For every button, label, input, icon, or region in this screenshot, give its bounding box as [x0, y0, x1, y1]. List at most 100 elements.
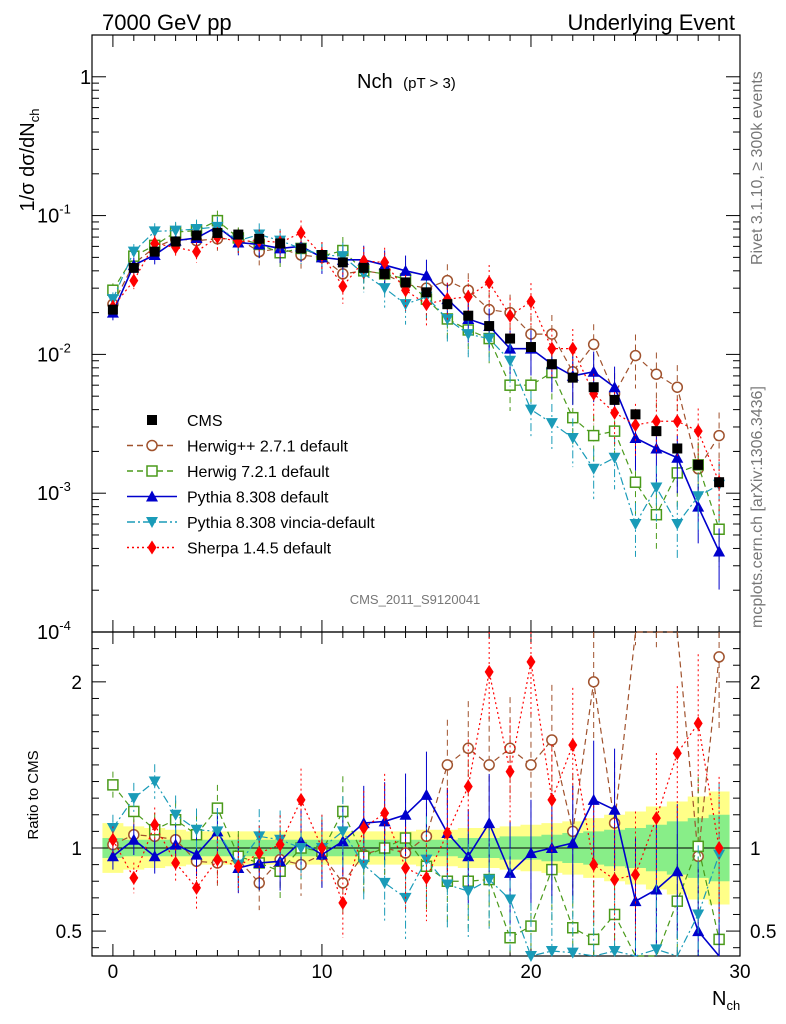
series-line: [112, 226, 720, 526]
ratio-point: [317, 841, 327, 855]
data-point: [442, 299, 453, 310]
data-point: [566, 432, 579, 444]
ratio-point: [378, 877, 391, 889]
ratio-point: [630, 867, 640, 882]
legend-marker: [146, 465, 158, 477]
ratio-point: [254, 845, 264, 860]
ratio-point: [441, 759, 454, 771]
data-point: [629, 476, 642, 488]
x-tick-label: 0: [108, 962, 119, 983]
ratio-point: [150, 817, 160, 832]
data-point: [650, 482, 663, 494]
ratio-point: [672, 746, 682, 761]
series-layer: [106, 210, 726, 962]
data-point: [525, 379, 537, 391]
data-point: [671, 381, 684, 393]
data-point: [421, 287, 432, 298]
data-point: [296, 243, 307, 254]
data-point: [421, 297, 431, 312]
data-point: [587, 365, 600, 377]
data-point: [693, 424, 703, 439]
chart-title-sub: (pT > 3): [403, 75, 456, 92]
series-line: [112, 219, 720, 530]
ratio-point: [713, 651, 725, 663]
legend-entry-5: Sherpa 1.4.5 default: [127, 540, 332, 558]
ratio-point: [545, 842, 558, 853]
data-point: [254, 233, 265, 244]
data-point: [672, 443, 683, 454]
ratio-frame: [91, 631, 741, 957]
x-axis-label-sub: ch: [726, 998, 740, 1013]
legend-entry-0: CMS: [147, 413, 223, 430]
ratio-point: [106, 850, 119, 862]
ratio-point: [525, 759, 537, 771]
legend-marker: [147, 415, 157, 425]
data-point: [169, 225, 182, 237]
data-point: [127, 246, 140, 258]
legend-marker: [146, 439, 158, 452]
ratio-y-tick-label-right: 2: [750, 673, 761, 694]
axes: 0 10 20 30 10-4 10-3 10-2 10-1 1 0.5 0.5 1 1 2 2: [37, 34, 776, 983]
legend-entry-4: Pythia 8.308 vincia-default: [127, 515, 375, 532]
data-point: [651, 426, 662, 437]
ratio-point: [505, 764, 515, 779]
data-point: [505, 333, 516, 344]
ratio-point: [545, 946, 558, 958]
ratio-point: [442, 826, 452, 841]
data-point: [400, 277, 411, 288]
data-point: [128, 262, 139, 273]
ratio-point: [148, 850, 161, 862]
data-point: [713, 429, 725, 442]
ratio-point: [192, 880, 202, 895]
side-label-bottom: mcplots.cern.ch [arXiv:1306.3436]: [749, 386, 766, 628]
chart-title-main: Nch: [357, 71, 393, 93]
legend-label: Pythia 8.308 default: [187, 490, 329, 507]
legend-label: Sherpa 1.4.5 default: [187, 541, 332, 558]
ratio-point: [127, 833, 140, 845]
legend-marker: [146, 490, 158, 502]
legend-marker: [147, 540, 157, 555]
data-point: [610, 405, 620, 420]
y-tick-label: 10-2: [37, 340, 71, 366]
data-point: [546, 328, 558, 340]
ratio-point: [129, 870, 139, 885]
ratio-point: [148, 776, 161, 788]
ratio-point: [526, 654, 536, 669]
ratio-point: [190, 848, 203, 860]
data-point: [672, 414, 682, 429]
x-tick-label: 30: [729, 962, 750, 983]
ratio-point: [107, 779, 119, 791]
data-point: [190, 224, 203, 236]
y-axis-label: 1/σ dσ/dNch: [17, 109, 42, 212]
ratio-point: [671, 865, 684, 877]
ratio-point: [610, 872, 620, 887]
ratio-point: [524, 846, 537, 858]
ratio-point: [106, 823, 119, 835]
ratio-point: [504, 894, 517, 906]
legend: CMS Herwig++ 2.7.1 default Herwig 7.2.1 de…: [127, 413, 375, 558]
legend-label: Herwig 7.2.1 default: [187, 464, 330, 481]
data-point: [338, 279, 348, 294]
ratio-point: [380, 806, 390, 821]
y-tick-label: 10-1: [37, 202, 71, 228]
data-point: [170, 236, 181, 247]
ratio-point: [504, 742, 516, 755]
ratio-point: [692, 909, 705, 921]
data-point: [713, 545, 726, 557]
ratio-point: [420, 788, 433, 800]
ratio-point: [336, 826, 349, 838]
ratio-point: [546, 734, 558, 746]
data-point: [463, 310, 474, 321]
ratio-point: [483, 817, 496, 829]
ratio-point: [211, 826, 224, 838]
data-point: [399, 264, 412, 276]
ratio-point: [566, 947, 579, 959]
ratio-point: [421, 870, 431, 885]
data-point: [588, 382, 599, 393]
data-point: [545, 418, 558, 430]
header-left: 7000 GeV pp: [102, 10, 232, 35]
x-tick-label: 10: [311, 962, 332, 983]
data-point: [526, 294, 536, 309]
data-point: [462, 329, 475, 341]
data-point: [567, 372, 578, 383]
